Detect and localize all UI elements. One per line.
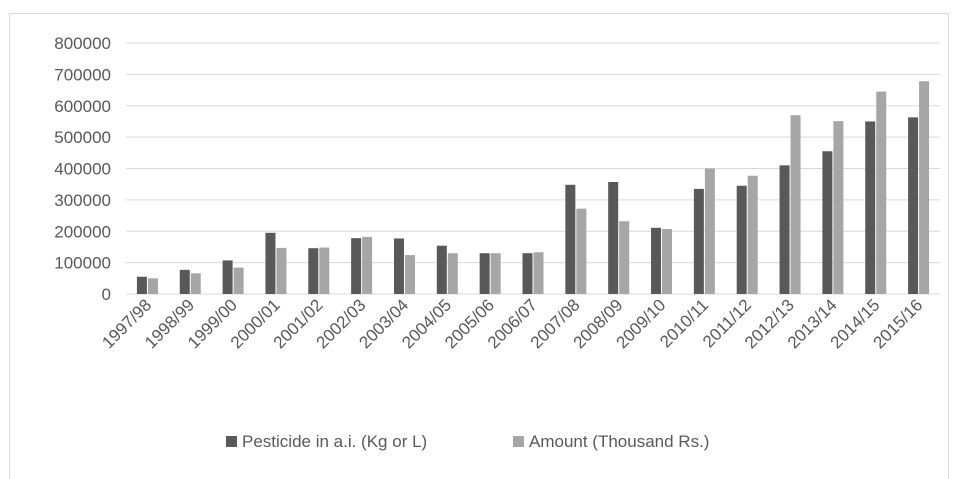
bar-amount (619, 221, 630, 294)
bar-pesticide (608, 181, 619, 294)
bar-pesticide (908, 117, 919, 294)
bar-pesticide (736, 185, 747, 294)
bar-amount (147, 278, 158, 294)
bar-pesticide (393, 238, 404, 294)
y-tick-label: 200000 (54, 222, 111, 241)
bar-amount (533, 252, 544, 294)
legend: Pesticide in a.i. (Kg or L) Amount (Thous… (226, 432, 709, 451)
bar-amount (190, 273, 201, 294)
y-tick-label: 600000 (54, 97, 111, 116)
y-tick-label: 800000 (54, 34, 111, 53)
bar-pesticide (179, 269, 190, 294)
y-tick-label: 700000 (54, 65, 111, 84)
bar-pesticide (222, 260, 233, 294)
bar-amount (362, 236, 373, 294)
legend-swatch (513, 436, 524, 447)
bar-pesticide (822, 151, 833, 294)
bar-pesticide (436, 245, 447, 294)
bar-pesticide (265, 232, 276, 294)
bar-amount (919, 81, 930, 294)
bar-pesticide (651, 227, 662, 294)
bar-amount (490, 253, 501, 294)
bar-pesticide (779, 165, 790, 294)
y-tick-label: 400000 (54, 160, 111, 179)
y-tick-label: 100000 (54, 254, 111, 273)
bar-amount (233, 267, 244, 294)
bar-pesticide (693, 188, 704, 294)
x-axis-tick-labels: 1997/981998/991999/002000/012001/022002/… (98, 295, 926, 352)
bar-pesticide (865, 121, 876, 294)
y-axis-tick-labels: 0 100000 200000 300000 400000 500000 600000 700… (54, 34, 111, 304)
bar-pesticide (522, 253, 533, 294)
bar-amount (876, 91, 887, 294)
bar-amount (833, 121, 844, 294)
bar-pesticide (479, 253, 490, 294)
bar-amount (447, 253, 458, 294)
bar-amount (404, 255, 415, 294)
bar-pesticide (136, 276, 147, 294)
legend-swatch (226, 436, 237, 447)
bar-amount (747, 175, 758, 294)
y-tick-label: 0 (102, 285, 111, 304)
bar-pesticide (351, 238, 362, 294)
bar-amount (319, 247, 330, 294)
bar-pesticide (565, 184, 576, 294)
bar-amount (276, 247, 287, 294)
y-tick-label: 300000 (54, 191, 111, 210)
bars (136, 81, 930, 294)
gridlines (126, 42, 940, 295)
bar-amount (790, 115, 801, 294)
bar-amount (704, 168, 715, 294)
legend-label: Amount (Thousand Rs.) (529, 432, 709, 451)
bar-amount (576, 208, 587, 294)
y-tick-label: 500000 (54, 128, 111, 147)
bar-amount (662, 229, 673, 294)
bar-pesticide (308, 248, 319, 294)
legend-label: Pesticide in a.i. (Kg or L) (242, 432, 427, 451)
